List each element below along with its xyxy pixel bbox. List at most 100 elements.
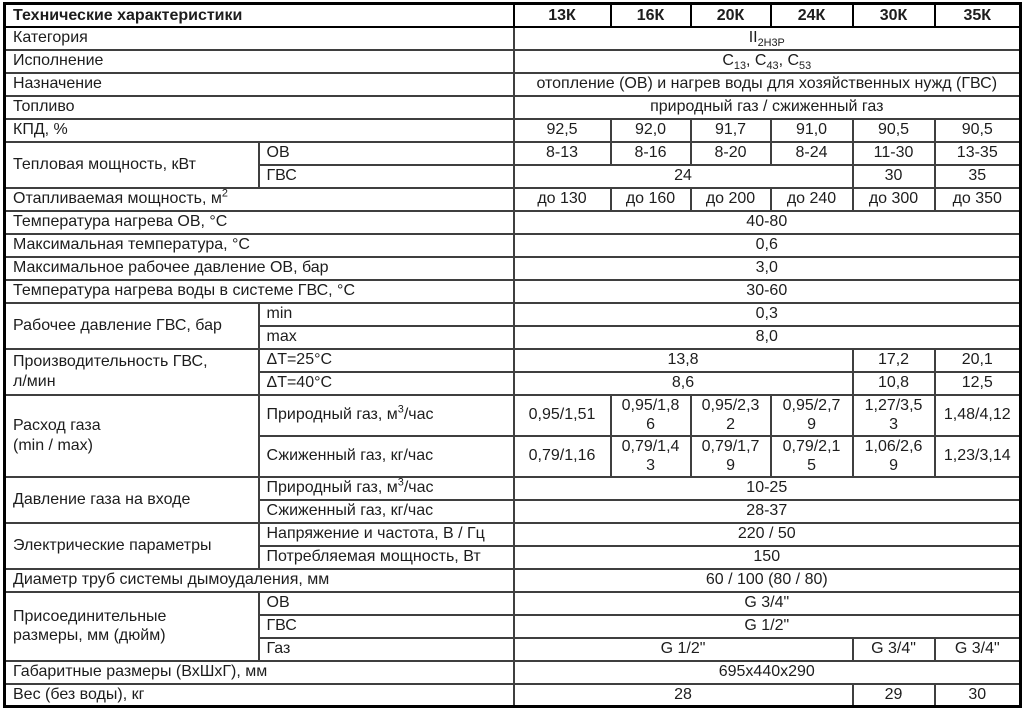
sub-label-cell: ОВ — [257, 590, 515, 616]
column-header-cell: 20К — [689, 2, 772, 28]
row-label-cell: Тепловая мощность, кВт — [3, 140, 260, 189]
value-cell: до 200 — [689, 186, 772, 212]
value-cell: G 1/2" — [512, 636, 854, 662]
value-cell: 92,0 — [609, 117, 692, 143]
value-cell: 0,79/1,79 — [689, 434, 772, 478]
value-cell: 90,5 — [851, 117, 936, 143]
table-row: Рабочее давление ГВС, бар min 0,3 — [3, 301, 1022, 350]
table-row: Температура нагрева воды в системе ГВС, … — [3, 278, 1022, 304]
column-header-cell: 16К — [609, 2, 692, 28]
row-label-cell: Расход газа (min / max) — [3, 393, 260, 478]
value-cell: 8,6 — [512, 370, 854, 396]
value-cell: отопление (ОВ) и нагрев воды для хозяйст… — [512, 71, 1022, 97]
value-cell: 0,6 — [512, 232, 1022, 258]
table-row: Максимальная температура, °С 0,6 — [3, 232, 1022, 258]
value-cell: до 160 — [609, 186, 692, 212]
value-cell: 150 — [512, 544, 1022, 570]
value-cell: 90,5 — [933, 117, 1022, 143]
value-cell: 28-37 — [512, 498, 1022, 524]
table-row: Назначение отопление (ОВ) и нагрев воды д… — [3, 71, 1022, 97]
row-label-cell: Категория — [3, 25, 515, 51]
table-row: Расход газа (min / max) Природный газ, м3… — [3, 393, 1022, 478]
row-label-cell: Габаритные размеры (ВхШхГ), мм — [3, 659, 515, 685]
value-cell: 8-16 — [609, 140, 692, 166]
value-cell: 1,27/3,53 — [851, 393, 936, 437]
table-row: max 8,0 — [5, 324, 1022, 350]
value-cell: 220 / 50 — [512, 521, 1022, 547]
value-cell: 0,95/1,51 — [512, 393, 612, 437]
table-row: Температура нагрева ОВ, °С 40-80 — [3, 209, 1022, 235]
table-row: ГВС 24 30 35 — [5, 163, 1022, 189]
sub-label-cell: max — [257, 324, 515, 350]
row-label-cell: Рабочее давление ГВС, бар — [3, 301, 260, 350]
row-label-cell: Максимальное рабочее давление ОВ, бар — [3, 255, 515, 281]
value-cell: 8-20 — [689, 140, 772, 166]
row-label-cell: Отапливаемая мощность, м2 — [3, 186, 515, 212]
value-cell: 30 — [933, 682, 1022, 708]
table-row: Тепловая мощность, кВт ОВ 8-13 8-16 8-20 8-24… — [3, 140, 1022, 189]
value-cell: 0,79/1,43 — [609, 434, 692, 478]
value-cell: 8,0 — [512, 324, 1022, 350]
table-row: Категория II2H3P — [3, 25, 1022, 51]
table-row: ГВС G 1/2" — [5, 613, 1022, 639]
table-row: Технические характеристики 13К 16К 20К 24К 30… — [3, 2, 1022, 28]
row-label-cell: Электрические параметры — [3, 521, 260, 570]
value-cell: 17,2 — [851, 347, 936, 373]
value-cell: 91,7 — [689, 117, 772, 143]
table-row: Максимальное рабочее давление ОВ, бар 3,0 — [3, 255, 1022, 281]
value-cell: 8-13 — [512, 140, 612, 166]
value-cell: G 3/4" — [933, 636, 1022, 662]
table-row: Газ G 1/2" G 3/4" G 3/4" — [5, 636, 1022, 662]
table-row: Присоединительные размеры, мм (дюйм) ОВ G … — [3, 590, 1022, 662]
value-cell: 0,79/2,15 — [769, 434, 854, 478]
value-cell: 24 — [512, 163, 854, 189]
value-cell: 12,5 — [933, 370, 1022, 396]
table-row: Отапливаемая мощность, м2 до 130 до 160 до … — [3, 186, 1022, 212]
value-cell: G 3/4" — [512, 590, 1022, 616]
value-cell: 13-35 — [933, 140, 1022, 166]
value-cell: 0,95/2,32 — [689, 393, 772, 437]
value-cell: 10-25 — [512, 475, 1022, 501]
value-cell: 11-30 — [851, 140, 936, 166]
row-label-cell: Назначение — [3, 71, 515, 97]
row-label-cell: Присоединительные размеры, мм (дюйм) — [3, 590, 260, 662]
table-row: Габаритные размеры (ВхШхГ), мм 695х440х29… — [3, 659, 1022, 685]
value-cell: 1,06/2,69 — [851, 434, 936, 478]
value-cell: 60 / 100 (80 / 80) — [512, 567, 1022, 593]
value-cell: до 240 — [769, 186, 854, 212]
value-cell: 1,48/4,12 — [933, 393, 1022, 437]
row-label-cell: КПД, % — [3, 117, 515, 143]
row-label-cell: Топливо — [3, 94, 515, 120]
table-row: Давление газа на входе Природный газ, м3/… — [3, 475, 1022, 524]
value-cell: G 1/2" — [512, 613, 1022, 639]
sub-label-cell: Сжиженный газ, кг/час — [257, 434, 515, 478]
value-cell: 91,0 — [769, 117, 854, 143]
value-cell: 30-60 — [512, 278, 1022, 304]
value-cell: 3,0 — [512, 255, 1022, 281]
value-cell: G 3/4" — [851, 636, 936, 662]
specs-table: Технические характеристики 13К 16К 20К 24К 30… — [3, 2, 1023, 708]
row-label-cell: Вес (без воды), кг — [3, 682, 515, 708]
table-row: КПД, % 92,5 92,0 91,7 91,0 90,5 90,5 — [3, 117, 1022, 143]
row-label-cell: Максимальная температура, °С — [3, 232, 515, 258]
sub-label-cell: Напряжение и частота, В / Гц — [257, 521, 515, 547]
sub-label-cell: ΔT=25°C — [257, 347, 515, 373]
table-row: Исполнение C13, C43, C53 — [3, 48, 1022, 74]
row-label-cell: Диаметр труб системы дымоудаления, мм — [3, 567, 515, 593]
row-label-cell: Исполнение — [3, 48, 515, 74]
row-label-cell: Производительность ГВС, л/мин — [3, 347, 260, 396]
value-cell: 92,5 — [512, 117, 612, 143]
value-cell: природный газ / сжиженный газ — [512, 94, 1022, 120]
value-cell: 10,8 — [851, 370, 936, 396]
value-cell: 8-24 — [769, 140, 854, 166]
sub-label-cell: Газ — [257, 636, 515, 662]
row-label-cell: Температура нагрева воды в системе ГВС, … — [3, 278, 515, 304]
sub-label-cell: Сжиженный газ, кг/час — [257, 498, 515, 524]
sub-label-cell: Потребляемая мощность, Вт — [257, 544, 515, 570]
value-cell: 40-80 — [512, 209, 1022, 235]
value-cell: 0,95/2,79 — [769, 393, 854, 437]
value-cell: 20,1 — [933, 347, 1022, 373]
table-row: Сжиженный газ, кг/час 0,79/1,16 0,79/1,43 0… — [5, 434, 1022, 478]
table-row: Электрические параметры Напряжение и част… — [3, 521, 1022, 570]
